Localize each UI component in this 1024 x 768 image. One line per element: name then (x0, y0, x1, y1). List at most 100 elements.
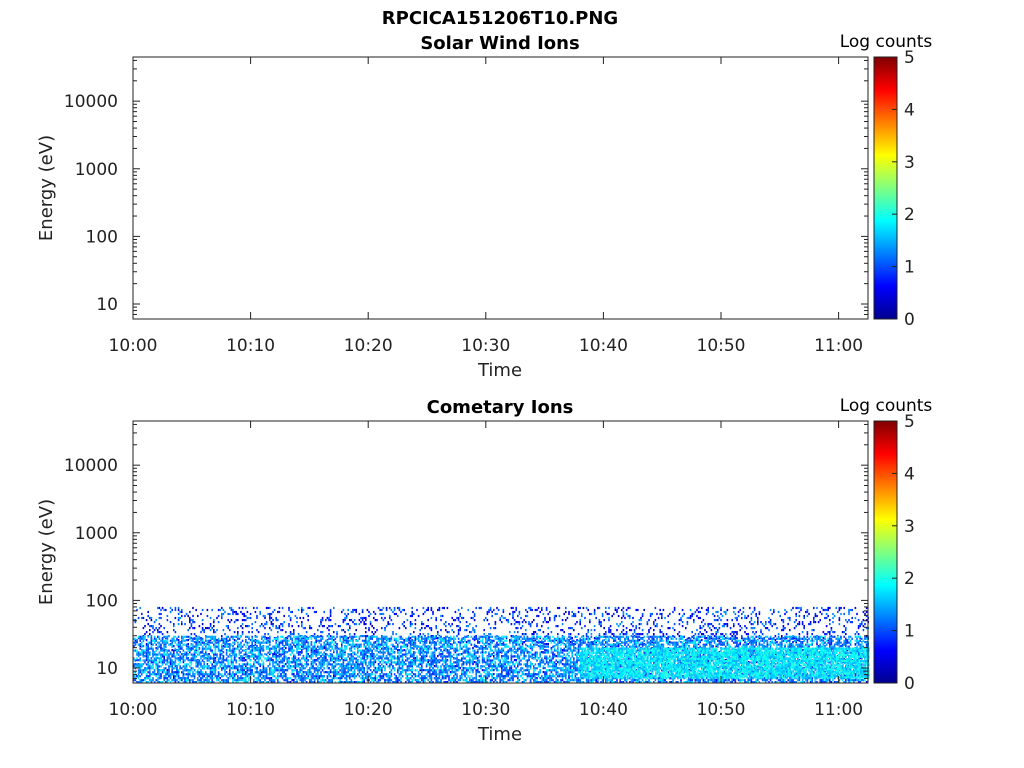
heatmap-cell (422, 606, 425, 610)
heatmap-cell (253, 606, 255, 610)
heatmap-cell (182, 671, 185, 674)
heatmap-cell (294, 637, 297, 640)
heatmap-cell (246, 635, 249, 638)
heatmap-cell (147, 614, 149, 618)
heatmap-cell (792, 635, 794, 638)
heatmap-cell (355, 608, 357, 612)
heatmap-cell (262, 625, 265, 628)
heatmap-cell (205, 653, 207, 656)
heatmap-cell (417, 671, 420, 674)
heatmap-cell (296, 641, 298, 644)
heatmap-cell (825, 616, 828, 620)
heatmap-cell (737, 610, 740, 614)
heatmap-cell (229, 645, 231, 648)
heatmap-cell (475, 673, 477, 676)
heatmap-cell (145, 675, 148, 678)
heatmap-cell (168, 665, 170, 668)
heatmap-cell (582, 635, 585, 638)
heatmap-cell (291, 639, 293, 642)
heatmap-cell (177, 608, 180, 612)
heatmap-cell (273, 649, 276, 652)
heatmap-cell (248, 641, 250, 644)
heatmap-cell (437, 631, 439, 634)
heatmap-cell (147, 677, 149, 680)
heatmap-cell (448, 669, 450, 672)
heatmap-cell (313, 635, 316, 638)
heatmap-cell (579, 621, 581, 624)
heatmap-cell (752, 623, 754, 626)
heatmap-cell (278, 655, 281, 658)
heatmap-cell (752, 610, 754, 614)
heatmap-cell (667, 627, 669, 630)
heatmap-cell (227, 619, 229, 622)
heatmap-cell (726, 619, 729, 622)
heatmap-cell (411, 612, 413, 616)
heatmap-cell (137, 671, 140, 674)
heatmap-cell (617, 606, 620, 610)
heatmap-cell (825, 681, 828, 684)
heatmap-cell (211, 635, 213, 638)
heatmap-cell (304, 677, 306, 680)
heatmap-cell (345, 616, 348, 620)
heatmap-cell (707, 608, 709, 612)
heatmap-cell (309, 606, 311, 610)
heatmap-cell (741, 616, 743, 620)
heatmap-cell (165, 663, 167, 666)
heatmap-cell (233, 631, 236, 634)
heatmap-cell (537, 614, 540, 618)
heatmap-cell (782, 619, 785, 622)
heatmap-cell (653, 629, 655, 632)
heatmap-cell (269, 657, 271, 660)
heatmap-cell (731, 619, 733, 622)
heatmap-cell (169, 661, 172, 664)
heatmap-cell (665, 633, 668, 636)
heatmap-cell (137, 637, 140, 640)
heatmap-cell (821, 639, 823, 642)
heatmap-cell (296, 651, 298, 654)
heatmap-cell (816, 614, 818, 618)
heatmap-cell (785, 610, 788, 614)
heatmap-cell (270, 677, 273, 680)
heatmap-cell (136, 651, 138, 654)
heatmap-cell (249, 616, 252, 620)
heatmap-cell (824, 633, 826, 636)
heatmap-cell (227, 661, 229, 664)
heatmap-cell (459, 667, 461, 670)
heatmap-cell (155, 639, 157, 642)
heatmap-cell (785, 653, 788, 656)
heatmap-cell (208, 681, 210, 684)
heatmap-cell (166, 679, 169, 682)
heatmap-cell (299, 679, 301, 682)
heatmap-cell (718, 623, 721, 626)
heatmap-cell (185, 651, 188, 654)
heatmap-cell (142, 635, 145, 638)
heatmap-cell (256, 614, 258, 618)
heatmap-cell (830, 681, 833, 684)
heatmap-cell (157, 631, 159, 634)
heatmap-cell (440, 619, 442, 622)
heatmap-cell (307, 659, 309, 662)
heatmap-cell (453, 671, 455, 674)
heatmap-cell (206, 657, 209, 660)
heatmap-cell (285, 675, 287, 678)
heatmap-cell (297, 645, 300, 648)
heatmap-cell (283, 614, 285, 618)
heatmap-cell (539, 677, 541, 680)
heatmap-cell (283, 637, 285, 640)
heatmap-cell (462, 667, 465, 670)
heatmap-cell (312, 673, 314, 676)
heatmap-cell (192, 639, 194, 642)
heatmap-cell (161, 669, 164, 672)
heatmap-cell (269, 651, 271, 654)
heatmap-cell (211, 679, 213, 682)
heatmap-cell (288, 657, 290, 660)
heatmap-cell (278, 649, 281, 652)
heatmap-cell (251, 645, 253, 648)
heatmap-cell (168, 635, 170, 638)
heatmap-cell (769, 619, 772, 622)
heatmap-cell (472, 629, 474, 632)
heatmap-cell (523, 619, 525, 622)
heatmap-cell (158, 665, 161, 668)
heatmap-cell (792, 606, 794, 610)
heatmap-cell (552, 653, 554, 656)
